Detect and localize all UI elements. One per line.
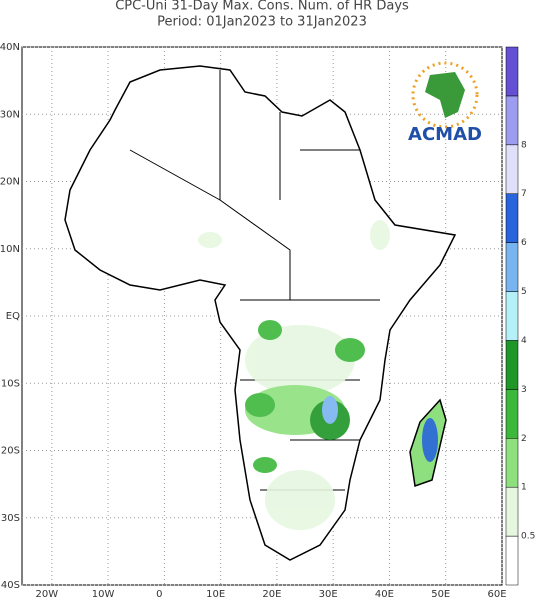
colorbar-label: 2	[521, 434, 527, 444]
y-tick-label: 10N	[0, 244, 20, 255]
colorbar-bin	[505, 438, 519, 488]
colorbar-bin	[505, 291, 519, 341]
colorbar-bin	[505, 95, 519, 146]
colorbar-label: 7	[521, 189, 527, 199]
y-tick-label: 20N	[0, 177, 20, 188]
colorbar-bin	[505, 486, 519, 537]
colorbar-label: 1	[521, 483, 527, 493]
title-line: Period: 01Jan2023 to 31Jan2023	[157, 15, 367, 30]
colorbar-bin	[505, 144, 519, 194]
colorbar-bin	[505, 242, 519, 292]
x-tick-label: 30E	[319, 589, 338, 600]
land	[64, 65, 457, 561]
colorbar-label: 0.5	[521, 532, 535, 542]
colorbar-bin	[505, 46, 519, 97]
y-tick-label: 30N	[0, 109, 20, 120]
colorbar-label: 4	[521, 336, 527, 346]
y-tick-label: 30S	[1, 513, 20, 524]
colorbar-bin	[505, 535, 519, 586]
x-tick-label: 20E	[262, 589, 281, 600]
colorbar-label: 3	[521, 385, 527, 395]
x-tick-label: 0	[156, 589, 162, 600]
y-tick-label: 40N	[0, 42, 20, 53]
y-tick-label: 10S	[1, 378, 20, 389]
y-tick-label: EQ	[6, 311, 20, 322]
colorbar-label: 5	[521, 287, 527, 297]
africa	[64, 65, 457, 561]
colorbar-label: 6	[521, 238, 527, 248]
colorbar-bin	[505, 340, 519, 390]
colorbar-bin	[505, 389, 519, 439]
logo: ACMAD	[408, 61, 482, 145]
x-tick-label: 10E	[206, 589, 225, 600]
y-tick-label: 20S	[1, 446, 20, 457]
x-tick-label: 10W	[92, 589, 115, 600]
x-tick-label: 50E	[431, 589, 450, 600]
rain-areas	[198, 220, 438, 530]
title-line: CPC-Uni 31-Day Max. Cons. Num. of HR Day…	[115, 0, 409, 14]
logo-text: ACMAD	[408, 124, 482, 145]
x-tick-label: 60E	[487, 589, 506, 600]
x-tick-label: 40E	[375, 589, 394, 600]
colorbar-label: 8	[521, 140, 527, 150]
x-tick-label: 20W	[36, 589, 59, 600]
y-tick-label: 40S	[1, 580, 20, 591]
colorbar-bin	[505, 193, 519, 243]
